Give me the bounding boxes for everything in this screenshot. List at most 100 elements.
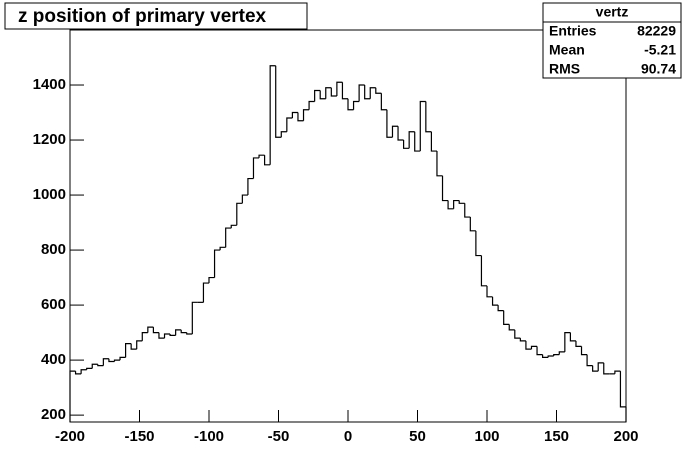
histogram-bin: [558, 351, 565, 355]
stats-label: Mean: [549, 42, 585, 58]
y-tick-label: 1000: [33, 186, 66, 203]
histogram-bin: [536, 346, 543, 356]
histogram-bin: [102, 358, 109, 366]
histogram-bin: [386, 109, 393, 138]
histogram-bin: [580, 346, 588, 356]
histogram-bin: [575, 340, 582, 347]
histogram-bin: [241, 194, 248, 204]
histogram-bin: [458, 200, 465, 204]
histogram-bin: [530, 345, 538, 350]
histogram-bin: [269, 65, 276, 165]
histogram-bin: [230, 224, 237, 229]
histogram-bin: [264, 155, 271, 166]
histogram-bin: [369, 87, 376, 99]
histogram-bin: [302, 109, 310, 121]
histogram-bin: [213, 249, 221, 278]
histogram-bin: [191, 301, 198, 334]
histogram-bin: [202, 282, 209, 303]
plot-frame: [69, 29, 627, 423]
histogram-bin: [180, 329, 187, 334]
x-tick-label: -100: [194, 428, 224, 445]
histogram-bin: [480, 255, 487, 287]
histogram-bin: [519, 338, 526, 342]
histogram-bin: [147, 326, 154, 333]
x-tick-label: -50: [268, 428, 290, 445]
histogram-bin: [336, 81, 343, 97]
histogram-bin: [108, 358, 115, 363]
histogram-bin: [208, 276, 215, 284]
histogram-bin: [275, 65, 282, 138]
histogram-bin: [569, 332, 576, 342]
histogram-bin: [130, 343, 137, 350]
histogram-bin: [169, 333, 176, 336]
histogram-bin: [141, 331, 148, 341]
stats-value: -5.21: [644, 42, 676, 58]
stats-label: RMS: [549, 61, 580, 77]
histogram-bin: [403, 140, 410, 149]
stats-value: 82229: [637, 23, 676, 39]
histogram-bin: [225, 227, 232, 248]
stats-title: vertz: [596, 4, 629, 20]
histogram-bin: [325, 87, 332, 99]
histogram-bin: [247, 177, 254, 196]
histogram-bin: [408, 131, 415, 149]
histogram-bin: [74, 371, 82, 375]
histogram-bin: [503, 310, 510, 325]
y-tick-label: 200: [41, 406, 66, 423]
histogram-bin: [397, 126, 404, 141]
x-tick-label: -200: [55, 428, 85, 445]
histogram-bin: [152, 327, 159, 334]
histogram-bin: [464, 203, 471, 218]
histogram-bin: [375, 87, 382, 94]
histogram-bin: [280, 131, 287, 138]
histogram-bin: [286, 117, 293, 132]
x-tick-label: -150: [124, 428, 154, 445]
histogram-bin: [219, 246, 226, 251]
stats-frame: [542, 2, 682, 79]
chart-title: z position of primary vertex: [18, 6, 267, 27]
histogram-bin: [341, 82, 348, 100]
histogram-bin: [113, 359, 121, 362]
histogram-bin: [252, 157, 260, 179]
histogram-bin: [308, 100, 315, 110]
histogram-bin: [236, 202, 243, 226]
y-tick-label: 600: [41, 296, 66, 313]
histogram-bin: [158, 332, 165, 339]
histogram-bin: [86, 367, 93, 370]
histogram-bin: [91, 363, 98, 369]
stats-label: Entries: [549, 23, 597, 39]
histogram-bin: [119, 356, 126, 361]
histogram-bin: [258, 154, 265, 158]
histogram-bin: [414, 131, 421, 152]
histogram-bin: [447, 200, 454, 210]
histogram-bin: [597, 362, 604, 372]
histogram-bin: [486, 285, 493, 298]
histogram-bin: [453, 199, 460, 209]
x-tick-label: 100: [474, 428, 499, 445]
histogram-bin: [441, 175, 449, 202]
histogram-bin: [553, 354, 560, 356]
histogram-bin: [514, 329, 521, 339]
histogram-bin: [314, 89, 321, 102]
histogram-bin: [564, 331, 571, 352]
histogram-bin: [592, 365, 599, 372]
x-tick-label: 150: [544, 428, 569, 445]
histogram-bin: [430, 131, 437, 152]
histogram-bin: [525, 340, 532, 350]
x-tick-label: 0: [344, 428, 352, 445]
histogram-bin: [163, 333, 171, 339]
histogram-bin: [80, 369, 87, 374]
histogram-bin: [136, 340, 143, 350]
histogram-bin: [542, 354, 549, 358]
title-box: [4, 2, 308, 30]
histogram-bin: [330, 87, 337, 97]
x-tick-label: 50: [409, 428, 426, 445]
histogram-bin: [469, 217, 476, 232]
histogram-bin: [475, 230, 482, 257]
histogram-bin: [586, 354, 593, 367]
histogram-bin: [380, 93, 387, 111]
y-tick-label: 800: [41, 241, 66, 258]
histogram-bin: [364, 85, 371, 100]
histogram-bin: [603, 362, 610, 375]
